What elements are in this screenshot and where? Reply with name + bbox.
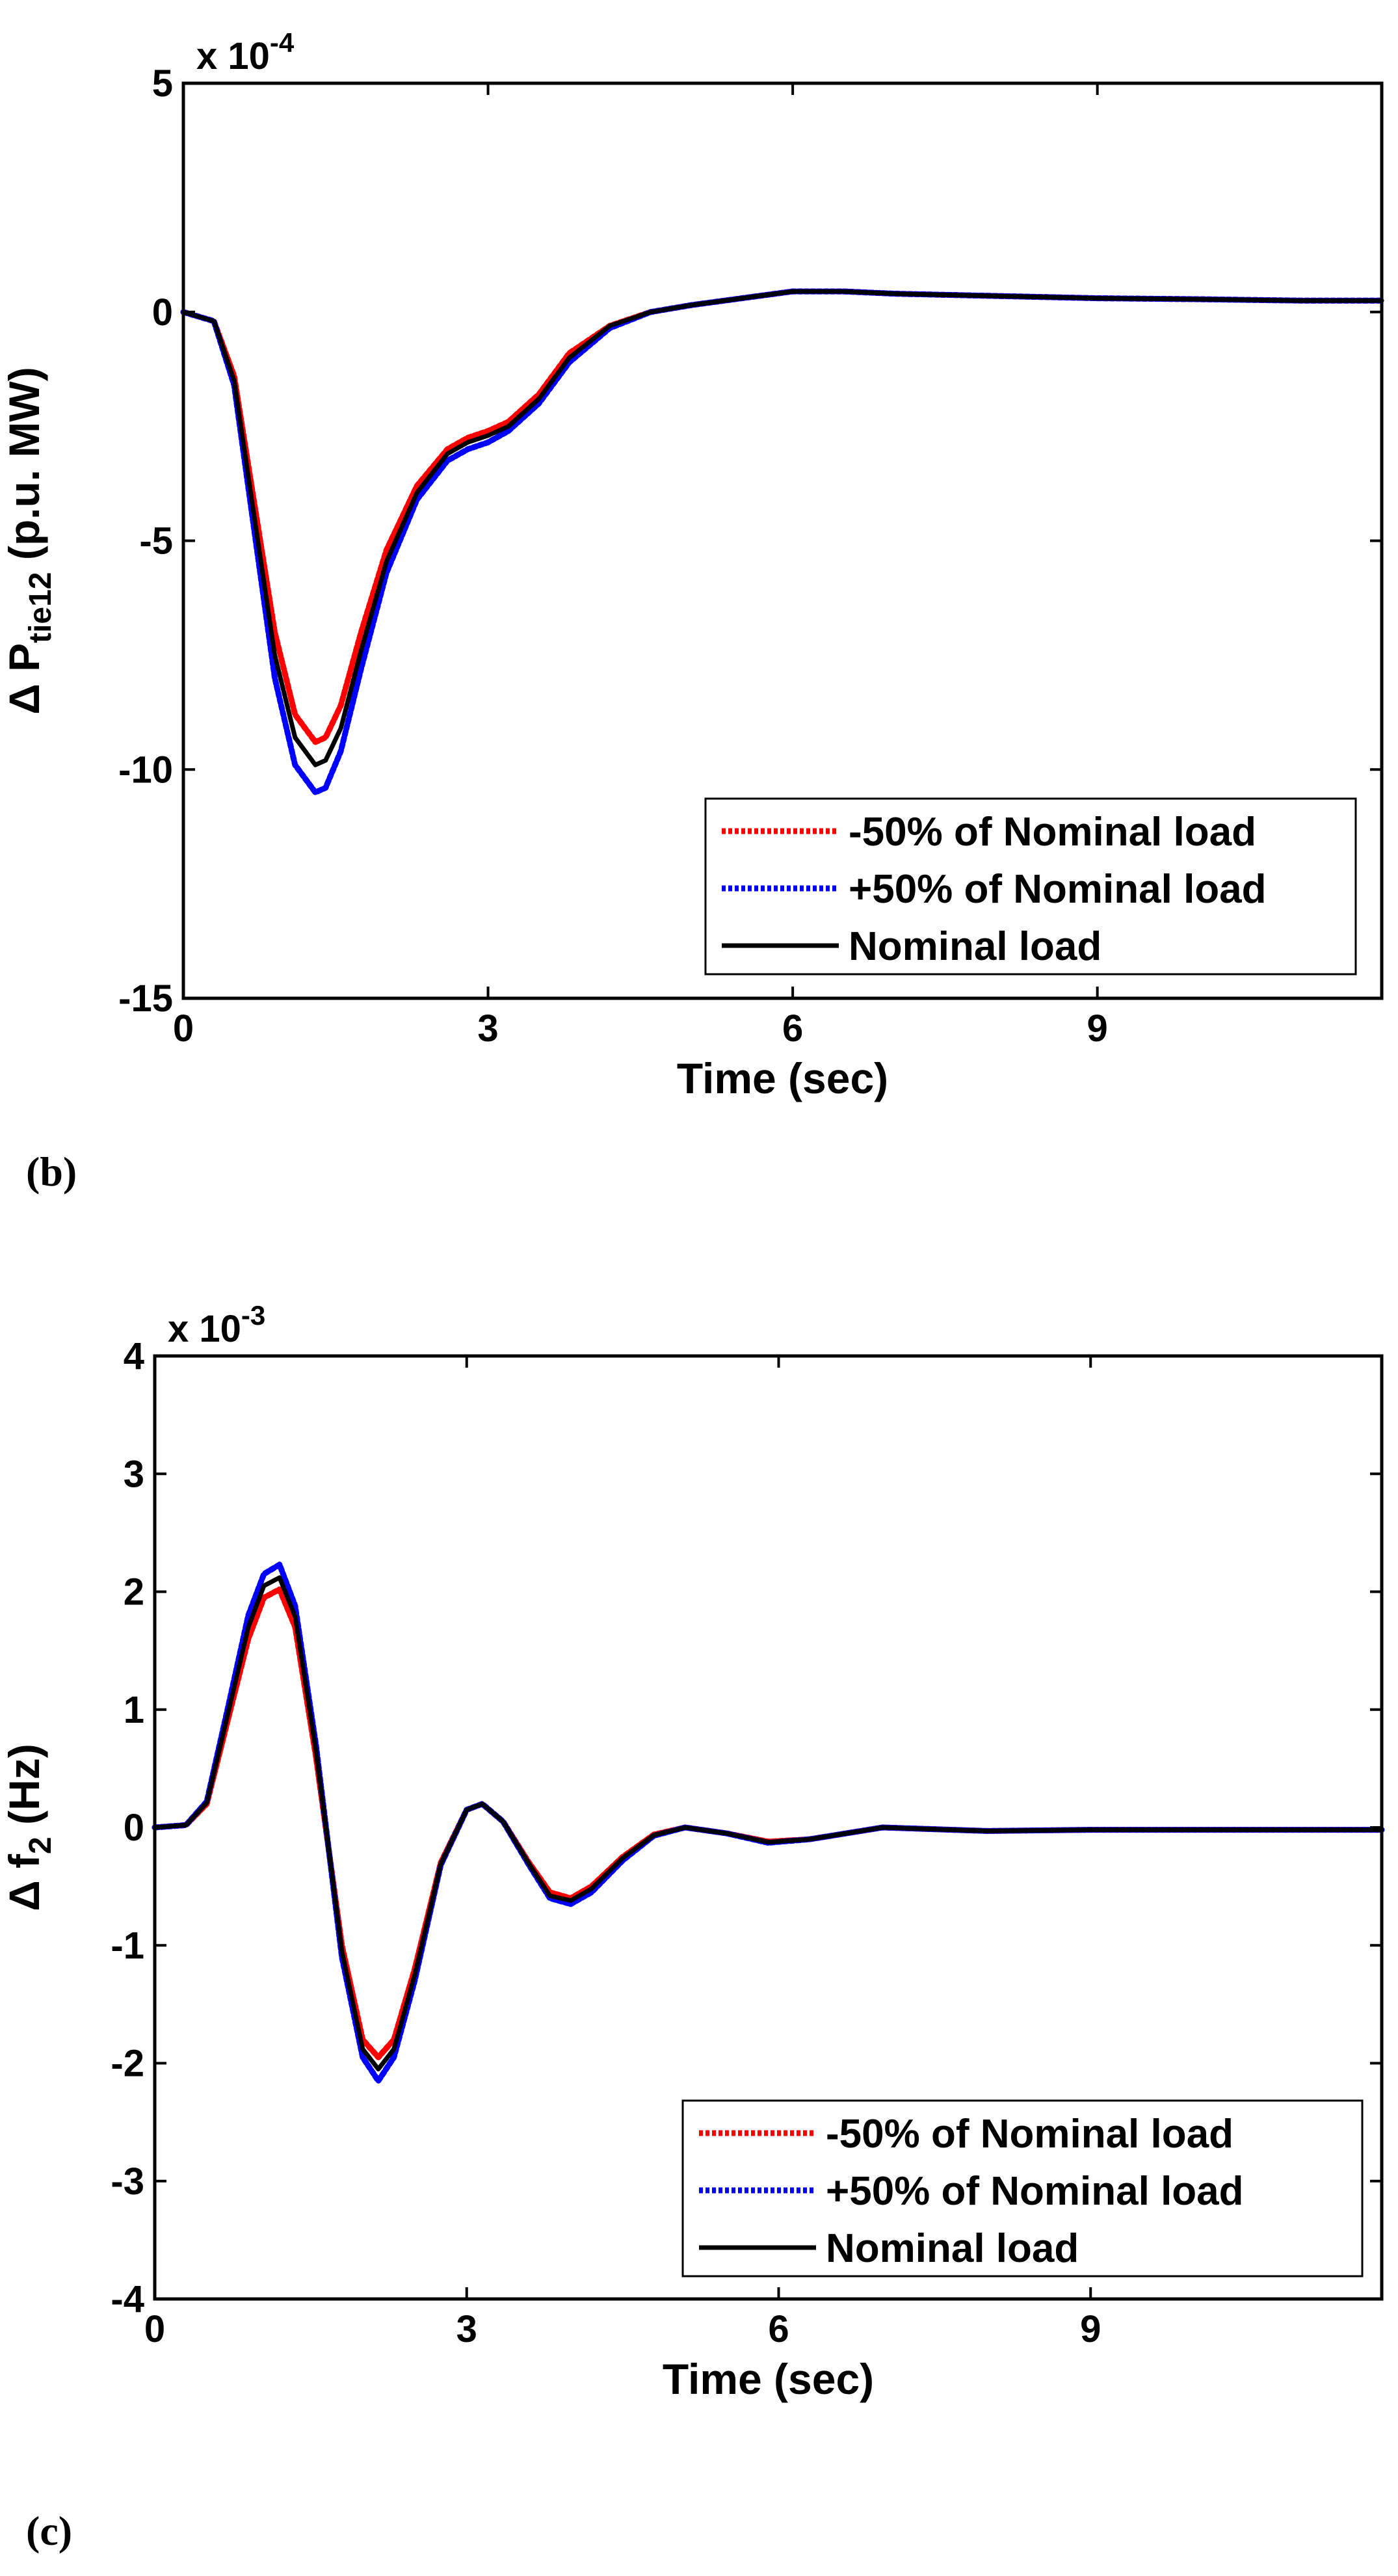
chart-c-legend-label-1: +50% of Nominal load [826, 2169, 1244, 2214]
chart-b-axis-multiplier: x 10-4 [196, 27, 295, 77]
chart-panel-c: 0 3 6 9 -4 -3 -2 -1 0 1 2 3 4 x 10-3 Time (sec) Δ f2 (H… [0, 1275, 1398, 2575]
chart-c-y-tick-label-6: 2 [124, 1571, 144, 1613]
chart-b-x-tick-label-1: 3 [477, 1007, 498, 1050]
chart-b-y-tick-label-0: -15 [118, 977, 173, 1020]
chart-b-series-line-0 [180, 288, 1385, 745]
chart-c-y-tick-label-3: -1 [111, 1924, 144, 1967]
chart-c-series-line-1 [152, 1561, 1385, 2084]
chart-c-x-tick-label-1: 3 [456, 2308, 477, 2350]
chart-b-x-axis-label: Time (sec) [677, 1054, 888, 1102]
chart-c-svg: 0 3 6 9 -4 -3 -2 -1 0 1 2 3 4 x 10-3 Time (sec) Δ f2 (H… [0, 1300, 1385, 2403]
chart-b-y-tick-label-4: 5 [152, 62, 173, 105]
chart-c-y-tick-label-7: 3 [124, 1453, 144, 1495]
chart-b-series-line-2 [181, 289, 1384, 767]
chart-c-y-tick-label-0: -4 [111, 2278, 144, 2320]
chart-c-series-line-0 [152, 1586, 1385, 2060]
chart-c-axis-multiplier: x 10-3 [168, 1300, 265, 1350]
chart-c-y-axis-label: Δ f2 (Hz) [0, 1744, 58, 1911]
chart-b-y-tick-label-1: -10 [118, 749, 173, 791]
chart-b-x-tick-label-2: 6 [782, 1007, 803, 1050]
chart-c-legend-label-0: -50% of Nominal load [826, 2112, 1233, 2157]
chart-c-series-line-2 [152, 1575, 1384, 2072]
chart-b-legend-label-2: Nominal load [849, 924, 1101, 969]
chart-b-x-tick-label-3: 9 [1087, 1007, 1108, 1050]
chart-b-y-tick-label-3: 0 [152, 291, 173, 334]
chart-b-y-axis-label: Δ Ptie12 (p.u. MW) [0, 367, 58, 714]
chart-c-x-tick-label-2: 6 [768, 2308, 789, 2350]
chart-c-y-tick-label-8: 4 [124, 1335, 144, 1377]
chart-c-y-tick-label-2: -2 [111, 2043, 144, 2085]
chart-c-y-tick-label-4: 0 [124, 1807, 144, 1849]
panel-label-c: (c) [26, 2508, 73, 2554]
chart-c-x-axis-label: Time (sec) [663, 2355, 874, 2403]
chart-b-y-tick-label-2: -5 [139, 520, 173, 563]
chart-b-svg: 0 3 6 9 -15 -10 -5 0 5 x 10-4 Time (sec) Δ Ptie12 (… [0, 27, 1385, 1102]
chart-c-x-tick-label-0: 0 [144, 2308, 165, 2350]
chart-c-x-tick-label-3: 9 [1080, 2308, 1101, 2350]
chart-b-legend-label-1: +50% of Nominal load [849, 867, 1267, 912]
panel-label-b: (b) [26, 1149, 77, 1195]
chart-b-legend-label-0: -50% of Nominal load [849, 810, 1256, 855]
chart-c-y-tick-label-1: -3 [111, 2160, 144, 2203]
chart-c-y-tick-label-5: 1 [124, 1689, 144, 1731]
chart-c-legend-label-2: Nominal load [826, 2226, 1079, 2271]
chart-b-x-tick-label-0: 0 [173, 1007, 194, 1050]
chart-b-series-line-1 [180, 288, 1385, 795]
chart-panel-b: 0 3 6 9 -15 -10 -5 0 5 x 10-4 Time (sec) Δ Ptie12 (… [0, 0, 1398, 1236]
